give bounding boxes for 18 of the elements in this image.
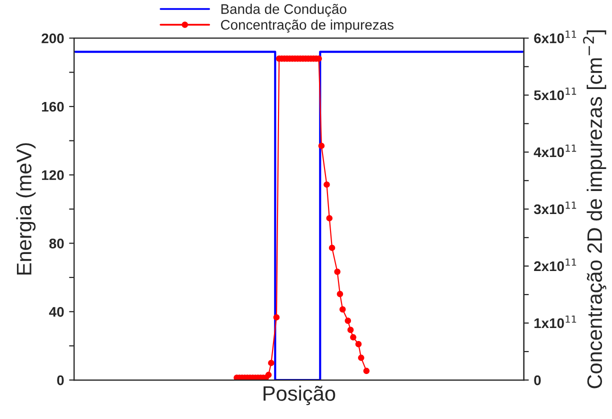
y-tick-label: 200 [42, 33, 64, 44]
y-tick-label: 120 [42, 170, 64, 180]
legend-label: Banda de Condução [221, 4, 346, 17]
y-axis-title: Energia (meV) [16, 143, 36, 275]
y2-tick-label: 2x10$^{11}$ [534, 258, 576, 272]
y-tick-label: 0 [57, 375, 64, 386]
y-tick-label: 80 [49, 238, 64, 248]
x-axis-title: Posição [264, 386, 336, 406]
y-tick-label: 40 [49, 306, 64, 317]
legend-label: Concentração de impurezas [221, 20, 394, 33]
y2-tick-label: 5x10$^{11}$ [534, 88, 576, 100]
y2-tick-label: 4x10$^{11}$ [534, 144, 576, 158]
y2-tick-label: 0 [534, 375, 541, 386]
y2-tick-label: 6x10$^{11}$ [534, 30, 576, 44]
y2-tick-label: 3x10$^{11}$ [534, 202, 576, 214]
y2-tick-label: 1x10$^{11}$ [534, 316, 576, 328]
y-tick-label: 160 [42, 102, 64, 112]
y2-axis-title: Concentração 2D de impurezas [cm$^{−2}$] [583, 30, 606, 388]
